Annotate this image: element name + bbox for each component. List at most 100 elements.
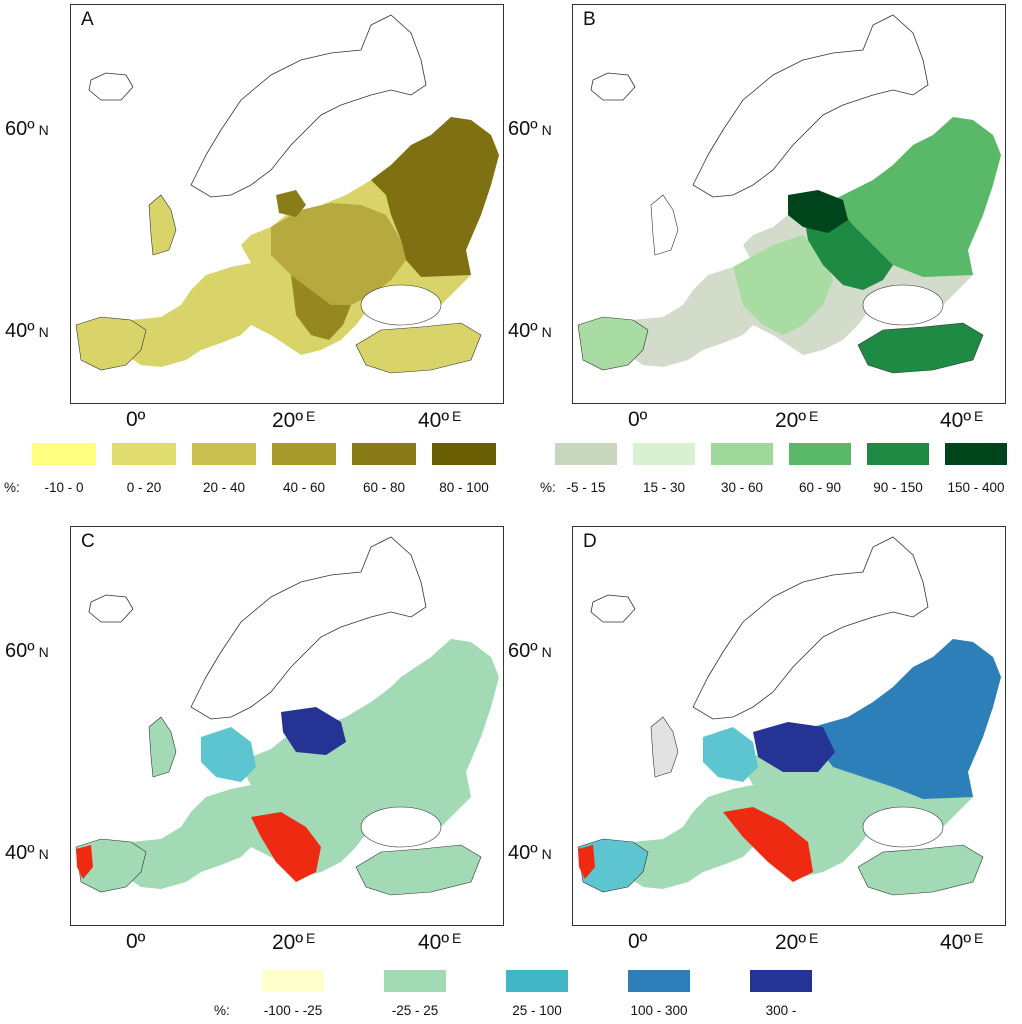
legend-b-swatch — [711, 443, 773, 465]
legend-a-swatch — [32, 443, 96, 465]
map-c-svg — [75, 536, 499, 896]
map-b-svg — [577, 14, 1001, 374]
lat-label-60-c: 60º N — [5, 640, 49, 662]
legend-b-label: 60 - 90 — [798, 480, 842, 495]
lon-label-20-b: 20º E — [775, 408, 819, 432]
land-iceland — [88, 72, 134, 101]
legend-shared-swatch — [750, 970, 812, 992]
lon-label-0-c: 0º — [126, 930, 146, 953]
lon-label-40-d: 40º E — [940, 930, 984, 954]
land-germany — [703, 727, 758, 782]
legend-b-swatch — [867, 443, 929, 465]
legend-shared-label: -25 - 25 — [391, 1003, 439, 1018]
lat-label-40-b: 40º N — [508, 320, 552, 342]
lon-label-40-a: 40º E — [418, 408, 462, 432]
lon-label-0-a: 0º — [126, 408, 146, 431]
legend-b-label: 150 - 400 — [947, 480, 1005, 495]
land-uk — [148, 194, 177, 256]
legend-b-label: 30 - 60 — [720, 480, 764, 495]
land-turkey — [857, 844, 984, 896]
land-iberia-red — [578, 845, 595, 879]
land-scandinavia — [692, 536, 929, 720]
legend-shared-swatch — [384, 970, 446, 992]
land-east — [813, 639, 1001, 799]
land-east — [371, 117, 499, 277]
black-sea — [360, 284, 442, 326]
legend-shared-label: -100 - -25 — [263, 1003, 323, 1018]
land-iceland — [88, 594, 134, 623]
legend-b-swatch — [789, 443, 851, 465]
panel-letter-c: C — [81, 531, 95, 552]
land-iberia — [75, 316, 147, 371]
legend-a-swatch — [112, 443, 176, 465]
land-balkan — [291, 275, 351, 340]
legend-b-label: 90 - 150 — [873, 480, 923, 495]
land-north — [788, 190, 848, 233]
lon-label-40-b: 40º E — [940, 408, 984, 432]
lon-label-0-b: 0º — [628, 408, 648, 431]
map-panel-c: C — [70, 526, 504, 926]
land-iceland — [590, 72, 636, 101]
map-a-svg — [75, 14, 499, 374]
legend-a-label: -10 - 0 — [44, 480, 84, 495]
lon-label-0-d: 0º — [628, 930, 648, 953]
lon-label-40-c: 40º E — [418, 930, 462, 954]
black-sea — [360, 806, 442, 848]
europe-map-a — [75, 14, 499, 374]
lat-label-40-d: 40º N — [508, 842, 552, 864]
lon-label-20-a: 20º E — [272, 408, 316, 432]
land-uk — [148, 716, 177, 778]
lat-label-60-d: 60º N — [508, 640, 552, 662]
land-belarus — [281, 707, 346, 755]
legend-b-prefix: %: — [540, 480, 556, 495]
legend-b-label: -5 - 15 — [566, 480, 606, 495]
legend-shared-prefix: %: — [214, 1003, 230, 1018]
land-scandinavia — [190, 14, 427, 198]
land-iberia — [75, 838, 147, 893]
land-east — [833, 117, 1001, 277]
land-turkey — [355, 322, 482, 374]
land-scandinavia — [190, 536, 427, 720]
land-uk — [650, 194, 679, 256]
lon-label-20-c: 20º E — [272, 930, 316, 954]
black-sea — [862, 806, 944, 848]
panel-letter-d: D — [583, 531, 597, 552]
lat-label-60-a: 60º N — [5, 118, 49, 140]
legend-b-swatch — [633, 443, 695, 465]
legend-shared-swatch — [628, 970, 690, 992]
map-d-svg — [577, 536, 1001, 896]
lon-label-20-d: 20º E — [775, 930, 819, 954]
lat-label-40-c: 40º N — [5, 842, 49, 864]
legend-a-prefix: %: — [4, 480, 20, 495]
legend-a-label: 20 - 40 — [202, 480, 246, 495]
legend-a-label: 40 - 60 — [282, 480, 326, 495]
legend-a-swatch — [192, 443, 256, 465]
legend-b-swatch — [555, 443, 617, 465]
legend-b-swatch — [945, 443, 1007, 465]
lat-label-40-a: 40º N — [5, 320, 49, 342]
lat-label-60-b: 60º N — [508, 118, 552, 140]
land-belarus — [753, 722, 835, 772]
land-scandinavia — [692, 14, 929, 198]
land-iceland — [590, 594, 636, 623]
legend-a-swatch — [272, 443, 336, 465]
europe-map-d — [577, 536, 1001, 896]
legend-shared-label: 25 - 100 — [512, 1003, 562, 1018]
land-central — [733, 235, 833, 335]
map-panel-b: B — [572, 4, 1006, 404]
europe-map-c — [75, 536, 499, 896]
legend-shared-label: 300 - — [765, 1003, 797, 1018]
legend-shared-swatch — [506, 970, 568, 992]
land-iberia-red — [76, 845, 93, 879]
land-europe — [121, 639, 499, 889]
land-germany — [201, 727, 256, 782]
map-panel-a: A — [70, 4, 504, 404]
land-balkan-red — [723, 807, 813, 882]
panel-letter-b: B — [583, 9, 596, 30]
land-iberia — [577, 316, 649, 371]
land-turkey — [857, 322, 984, 374]
legend-a-swatch — [432, 443, 496, 465]
land-baltic — [276, 190, 306, 217]
land-iberia — [577, 838, 649, 893]
land-turkey — [355, 844, 482, 896]
